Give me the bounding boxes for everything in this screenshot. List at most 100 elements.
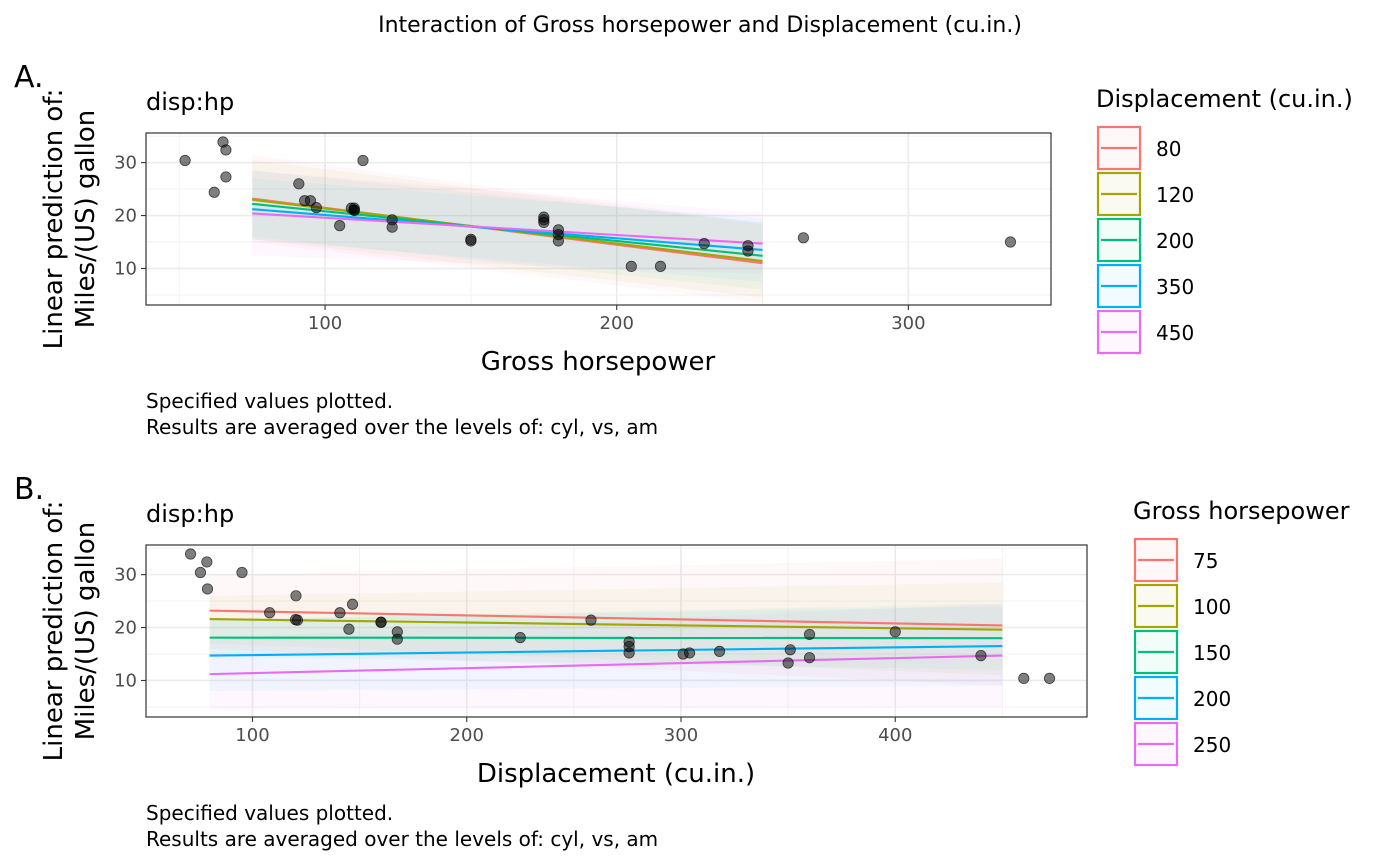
data-point — [208, 186, 220, 198]
series-line-200 — [209, 645, 1003, 657]
panel-background — [146, 545, 1087, 717]
data-point — [291, 614, 304, 626]
x-tick-label: 100 — [235, 725, 269, 746]
data-point — [782, 657, 794, 669]
series-line-250 — [209, 654, 1003, 676]
data-point — [264, 607, 276, 619]
caption-line2: Results are averaged over the levels of:… — [146, 415, 658, 439]
data-point — [1018, 672, 1030, 684]
legend-label-200: 200 — [1193, 687, 1231, 711]
data-point — [290, 590, 302, 602]
y-tick-label: 10 — [114, 670, 137, 691]
data-point — [784, 644, 796, 656]
data-point — [293, 178, 305, 190]
data-point — [310, 202, 322, 214]
data-point — [334, 220, 346, 232]
y-tick-label: 30 — [114, 565, 137, 586]
chart-panel-a: 100 200 300 10 20 30 A. disp:hp Gross horsepower… — [14, 60, 1353, 439]
data-point — [654, 260, 667, 272]
ci-ribbon-250 — [209, 603, 1003, 710]
data-point — [803, 652, 816, 664]
data-point — [346, 598, 359, 610]
data-point — [1043, 672, 1056, 684]
panel-background — [146, 133, 1051, 305]
x-tick-label: 200 — [600, 313, 634, 334]
x-tick-label: 300 — [664, 725, 698, 746]
data-point — [552, 224, 564, 236]
legend-title: Gross horsepower — [1133, 497, 1350, 525]
x-axis-title: Gross horsepower — [481, 347, 716, 377]
x-tick-label: 100 — [308, 313, 342, 334]
data-point — [803, 628, 816, 641]
legend-label-75: 75 — [1193, 549, 1218, 573]
legend-label-150: 150 — [1193, 641, 1231, 665]
data-point — [713, 645, 726, 657]
series-line-350 — [252, 208, 763, 252]
x-tick-label: 300 — [891, 313, 925, 334]
data-point — [220, 171, 232, 183]
data-point — [194, 566, 207, 579]
panel-tag: A. — [14, 60, 44, 95]
legend-label-120: 120 — [1156, 183, 1194, 207]
panel-tag: B. — [14, 472, 44, 507]
series-line-450 — [252, 212, 763, 245]
data-point — [217, 136, 229, 148]
data-point — [623, 647, 635, 659]
data-point — [698, 238, 710, 250]
x-tick-label: 200 — [450, 725, 484, 746]
caption-line2: Results are averaged over the levels of:… — [146, 827, 658, 851]
legend: Gross horsepower 75 100 150 200 250 — [1133, 497, 1350, 767]
data-point — [201, 583, 214, 595]
data-point — [201, 556, 213, 568]
series-line-150 — [209, 636, 1003, 640]
caption-line1: Specified values plotted. — [146, 801, 393, 825]
data-point — [391, 633, 403, 645]
chart-panel-b: 100 200 300 400 10 20 30 B. disp:hp Displacement … — [14, 472, 1350, 851]
y-axis-title-line1: Linear prediction of: — [39, 501, 69, 762]
data-point — [236, 566, 248, 579]
legend-label-200: 200 — [1156, 229, 1194, 253]
y-tick-label: 20 — [114, 206, 137, 227]
caption-line1: Specified values plotted. — [146, 389, 393, 413]
data-point — [514, 632, 526, 644]
legend-label-80: 80 — [1156, 137, 1181, 161]
y-tick-label: 30 — [114, 153, 137, 174]
data-point — [184, 548, 197, 560]
legend-title: Displacement (cu.in.) — [1096, 85, 1353, 113]
data-point — [677, 648, 689, 660]
y-tick-label: 10 — [114, 258, 137, 279]
panel-border — [145, 544, 1088, 718]
data-point — [975, 650, 987, 662]
data-point — [465, 235, 477, 247]
data-point — [585, 614, 597, 626]
data-point — [797, 232, 809, 244]
y-tick-label: 20 — [114, 618, 137, 639]
data-point — [625, 260, 637, 272]
panel-subtitle: disp:hp — [146, 88, 234, 116]
data-point — [1004, 236, 1017, 248]
data-point — [375, 616, 387, 628]
data-point — [179, 154, 191, 167]
data-point — [538, 211, 550, 223]
data-point — [623, 636, 635, 648]
legend-label-250: 250 — [1193, 733, 1231, 757]
legend-label-100: 100 — [1193, 595, 1231, 619]
legend-label-350: 350 — [1156, 275, 1194, 299]
series-line-100 — [209, 618, 1003, 631]
data-point — [742, 245, 754, 257]
chart-title: Interaction of Gross horsepower and Disp… — [378, 13, 1022, 38]
legend-label-450: 450 — [1156, 321, 1194, 345]
ci-ribbon-100 — [209, 582, 1003, 676]
x-axis-title: Displacement (cu.in.) — [477, 759, 755, 789]
panel-subtitle: disp:hp — [146, 500, 234, 528]
data-point — [357, 154, 369, 167]
data-point — [343, 623, 355, 635]
y-axis-title-line1: Linear prediction of: — [39, 89, 69, 350]
legend: Displacement (cu.in.) 80 120 200 350 450 — [1096, 85, 1353, 355]
data-point — [334, 607, 346, 619]
data-point — [552, 235, 564, 247]
x-tick-label: 400 — [878, 725, 912, 746]
data-point — [889, 626, 901, 638]
panel-border — [145, 132, 1052, 306]
